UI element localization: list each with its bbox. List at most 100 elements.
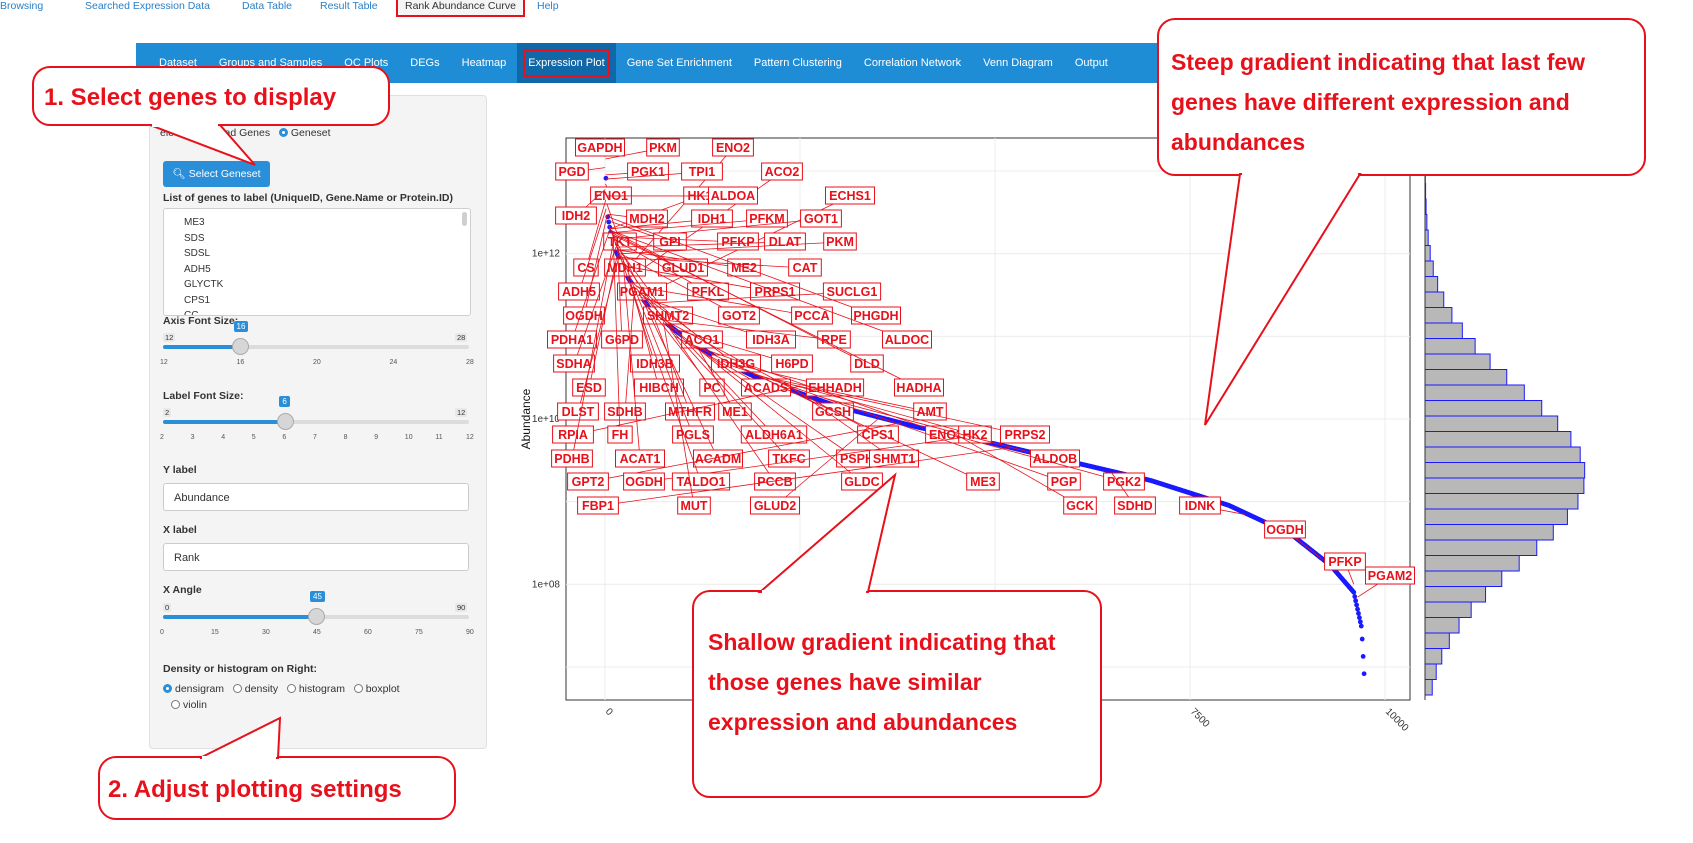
gene-label: ENO2 (716, 141, 750, 155)
subtab-item[interactable]: Rank Abundance Curve (396, 0, 525, 17)
label-leader (624, 263, 776, 483)
histogram-bar (1424, 679, 1433, 696)
label-leader (608, 226, 643, 293)
slider-handle[interactable] (308, 608, 325, 625)
data-point (1361, 671, 1367, 677)
gene-label-box (693, 449, 743, 468)
density-option-density[interactable]: density (232, 683, 278, 695)
gene-label: IDH3B (636, 357, 674, 371)
gene-label: G6PD (605, 333, 639, 347)
slider-tick-label: 30 (262, 629, 270, 636)
slider-tick-label: 75 (415, 629, 423, 636)
gene-label: CPS1 (862, 428, 895, 442)
callout-steep-line: genes have different expression and (1171, 89, 1570, 115)
gene-label: PSPH (840, 452, 874, 466)
slider-tick-label: 6 (282, 434, 287, 441)
density-option-violin[interactable]: violin (171, 699, 207, 711)
slider-tick-label: 45 (313, 629, 321, 636)
subtab-item[interactable]: Result Table (320, 0, 378, 12)
gene-label-box (718, 306, 760, 325)
gene-label: FBP1 (582, 499, 614, 513)
histogram-bar (1424, 601, 1472, 618)
density-option-boxplot[interactable]: boxplot (353, 683, 400, 695)
radio-button[interactable] (286, 684, 296, 693)
label-leader (618, 249, 745, 269)
label-leader (612, 234, 920, 389)
label-leader (611, 218, 768, 234)
nav-item[interactable]: Venn Diagram (983, 57, 1053, 69)
radio-button[interactable] (353, 684, 363, 693)
density-option-histogram[interactable]: histogram (286, 683, 345, 695)
label-leader (729, 364, 1065, 483)
subtab-item[interactable]: Help (537, 0, 559, 12)
gene-label: PFKM (749, 212, 784, 226)
histogram-bar (1424, 400, 1543, 417)
slider-tick-label: 3 (190, 434, 195, 441)
label-leader (659, 319, 835, 341)
x-label-input[interactable]: Rank (163, 543, 469, 571)
radio-geneset[interactable] (278, 128, 288, 137)
subtab-item[interactable]: Browsing (0, 0, 44, 12)
gene-list-item: SDSL (184, 248, 211, 259)
slider-track[interactable] (163, 420, 469, 424)
histogram-bar (1424, 586, 1487, 603)
gene-label-box (555, 206, 597, 225)
nav-item[interactable]: Heatmap (461, 57, 507, 69)
gene-label: PGP (1051, 475, 1077, 489)
gene-label: DLST (562, 405, 595, 419)
y-tick-label: 1e+08 (532, 579, 561, 590)
density-option-densigram[interactable]: densigram (163, 683, 224, 695)
gene-label-box (746, 209, 788, 228)
label-leader (671, 329, 790, 460)
slider-handle[interactable] (231, 338, 249, 355)
radio-label-geneset: Geneset (290, 127, 331, 139)
nav-item[interactable]: Output (1074, 57, 1108, 69)
nav-item[interactable]: DEGs (410, 57, 440, 69)
slider-tick-label: 16 (236, 359, 245, 366)
histogram-bar (1424, 260, 1434, 277)
label-leader (610, 230, 908, 341)
gene-label: SDHD (1117, 499, 1152, 513)
subtab-item[interactable]: Searched Expression Data (85, 0, 210, 12)
slider-tick-label: 9 (374, 434, 379, 441)
radio-button[interactable] (163, 684, 172, 693)
x-tick-label: 0 (603, 706, 615, 718)
nav-item[interactable]: Correlation Network (863, 57, 962, 69)
gene-label: SDHA (556, 357, 591, 371)
nav-item[interactable]: Expression Plot (517, 43, 616, 83)
gene-label: ACO2 (765, 165, 800, 179)
slider-value: 45 (310, 591, 325, 602)
callout-shallow-text: Shallow gradient indicating that those g… (708, 622, 1056, 742)
subtab-item[interactable]: Data Table (242, 0, 293, 12)
histogram-bar (1424, 338, 1476, 355)
label-leader (637, 291, 737, 365)
callout-steep-text: Steep gradient indicating that last few … (1171, 42, 1585, 162)
gene-label-box (1114, 496, 1156, 515)
radio-button[interactable] (171, 700, 180, 709)
search-icon: 🔍︎ (172, 168, 186, 180)
gene-label-box (746, 330, 796, 349)
gene-list-textarea[interactable]: ME3 SDS SDSL ADH5 GLYCTK CPS1 CC (163, 208, 471, 316)
radio-button[interactable] (232, 684, 242, 693)
slider-track[interactable] (163, 345, 469, 349)
label-leader (612, 236, 621, 436)
gene-label: ME2 (731, 261, 757, 275)
x-angle-label: X Angle (163, 584, 202, 596)
label-leader (636, 286, 813, 317)
gene-label-box (552, 425, 594, 444)
label-leader (940, 431, 1125, 483)
label-leader (578, 208, 607, 293)
slider-fill (163, 420, 286, 424)
gene-label: PDHB (554, 452, 589, 466)
slider-handle[interactable] (277, 413, 295, 430)
scrollbar-thumb[interactable] (462, 212, 467, 226)
slider-tick-label: 10 (404, 434, 413, 441)
gene-label: AMT (916, 405, 943, 419)
nav-item[interactable]: Gene Set Enrichment (626, 57, 732, 69)
label-leader (614, 218, 822, 240)
gene-label: IDH1 (698, 212, 727, 226)
y-label-input[interactable]: Abundance (163, 483, 469, 511)
histogram-bar (1424, 384, 1525, 401)
data-point (1352, 594, 1358, 599)
nav-item[interactable]: Pattern Clustering (753, 57, 842, 69)
